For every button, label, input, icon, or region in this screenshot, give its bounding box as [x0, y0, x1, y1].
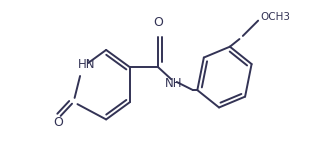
- Text: OCH3: OCH3: [260, 12, 290, 22]
- Text: O: O: [153, 16, 163, 29]
- Text: O: O: [53, 116, 63, 129]
- Text: HN: HN: [78, 58, 95, 71]
- Text: NH: NH: [165, 77, 183, 90]
